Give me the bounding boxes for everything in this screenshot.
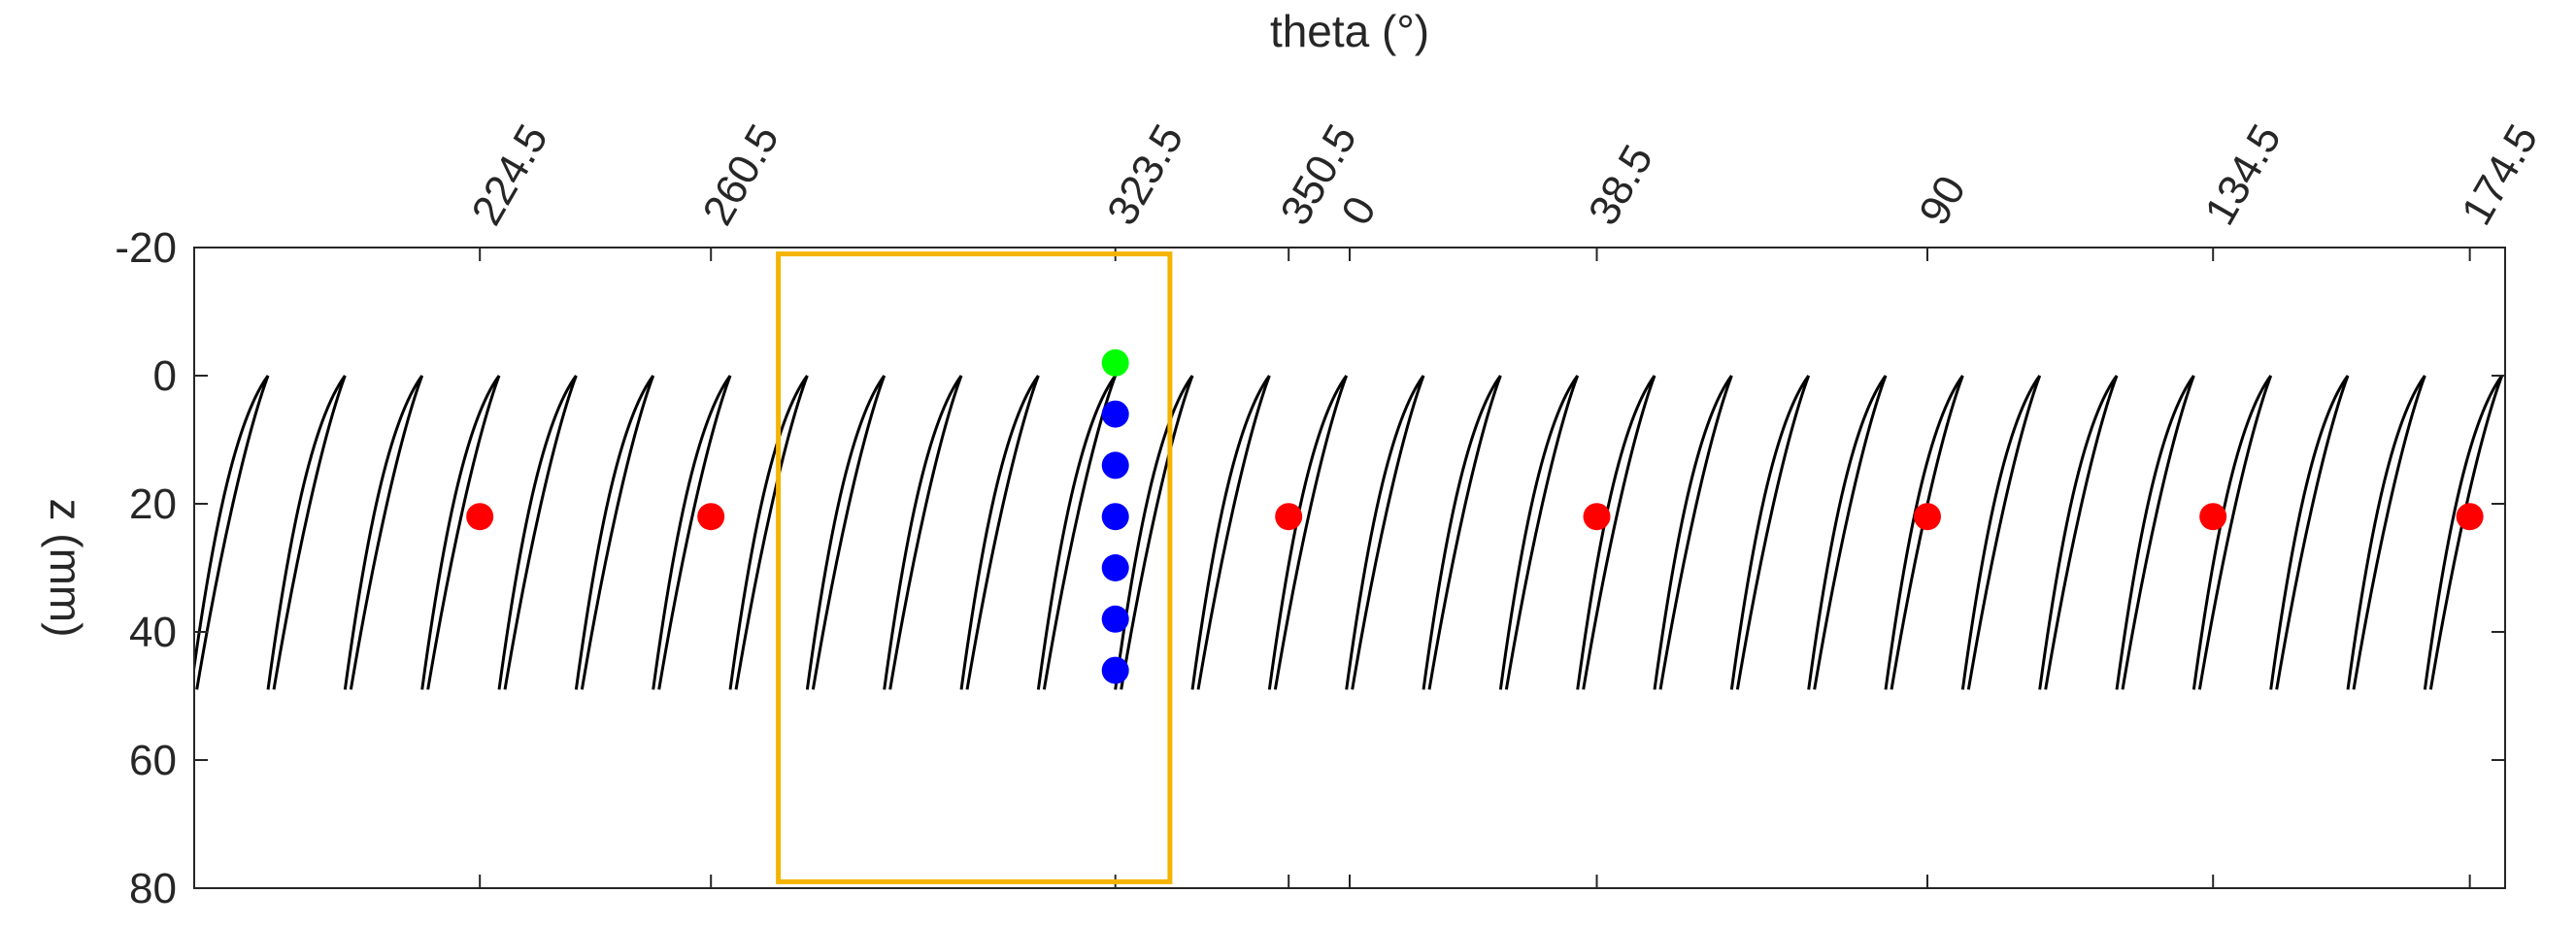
x-tick-label: 174.5 bbox=[2453, 116, 2547, 233]
blade-curve bbox=[1422, 375, 1502, 690]
marker-point bbox=[1101, 656, 1129, 684]
chart-title: theta (°) bbox=[1270, 6, 1429, 56]
y-tick-label: 0 bbox=[153, 352, 177, 400]
blade-curve bbox=[1960, 375, 2041, 690]
blade-curve-inner bbox=[2275, 375, 2350, 690]
y-tick-label: 40 bbox=[129, 609, 177, 656]
marker-point bbox=[1583, 503, 1611, 531]
blade-curve-inner bbox=[811, 375, 887, 690]
blade-curve-inner bbox=[1120, 375, 1194, 690]
blade-curve bbox=[1653, 375, 1733, 690]
marker-point bbox=[1914, 503, 1941, 531]
blade-curve-inner bbox=[1658, 375, 1733, 690]
blade-curve bbox=[1498, 375, 1579, 690]
marker-point bbox=[1101, 554, 1129, 581]
blade-curve bbox=[652, 375, 732, 690]
x-tick-label: 90 bbox=[1910, 168, 1975, 233]
blade-curve bbox=[194, 375, 270, 678]
y-tick-label: 80 bbox=[129, 865, 177, 912]
blade-curve bbox=[728, 375, 809, 690]
blade-curve-inner bbox=[195, 375, 270, 690]
blade-curve bbox=[1807, 375, 1888, 690]
blade-curve bbox=[2423, 375, 2503, 690]
blade-curve-inner bbox=[2044, 375, 2119, 690]
blade-curve bbox=[2346, 375, 2426, 690]
blade-curve-inner bbox=[1504, 375, 1580, 690]
blade-curve bbox=[1576, 375, 1656, 690]
x-tick-label: 260.5 bbox=[693, 116, 787, 233]
blade-curve-inner bbox=[580, 375, 655, 690]
marker-point bbox=[466, 503, 494, 531]
blade-curve-inner bbox=[1966, 375, 2042, 690]
blade-curve bbox=[266, 375, 347, 690]
blade-curve-inner bbox=[2352, 375, 2426, 690]
blade-curve-inner bbox=[1351, 375, 1425, 690]
plot-frame bbox=[193, 247, 2506, 889]
blade-curve bbox=[343, 375, 423, 690]
y-axis-label: z (mm) bbox=[41, 498, 91, 637]
highlight-box bbox=[776, 251, 1173, 884]
blade-curve-inner bbox=[1042, 375, 1118, 690]
blade-curve-inner bbox=[2121, 375, 2195, 690]
blade-curve bbox=[574, 375, 654, 690]
blade-curve-inner bbox=[349, 375, 424, 690]
marker-point bbox=[1101, 348, 1129, 377]
blade-curve bbox=[2115, 375, 2195, 690]
blade-curve-inner bbox=[1582, 375, 1656, 690]
marker-point bbox=[1101, 451, 1129, 480]
blade-curve bbox=[497, 375, 578, 690]
blade-curve-inner bbox=[1427, 375, 1502, 690]
x-tick-label: 38.5 bbox=[1580, 137, 1662, 233]
marker-point bbox=[697, 503, 725, 531]
blade-curve-inner bbox=[888, 375, 963, 690]
blade-curve bbox=[420, 375, 501, 690]
blade-curve bbox=[1729, 375, 1810, 690]
blade-curve-inner bbox=[2197, 375, 2273, 690]
blade-curve-inner bbox=[503, 375, 578, 690]
x-tick-label: 0 bbox=[1332, 188, 1386, 233]
blade-curve bbox=[1884, 375, 1964, 690]
blade-curve bbox=[2191, 375, 2272, 690]
blade-curve bbox=[1345, 375, 1425, 690]
blade-curve-inner bbox=[1813, 375, 1888, 690]
blade-curve-inner bbox=[272, 375, 347, 690]
blade-curve bbox=[2038, 375, 2119, 690]
blade-curve bbox=[1114, 375, 1194, 690]
blade-curve-inner bbox=[1890, 375, 1964, 690]
x-tick-label: 134.5 bbox=[2195, 116, 2290, 233]
blade-curve bbox=[1036, 375, 1117, 690]
blade-curve bbox=[959, 375, 1040, 690]
blade-curve bbox=[883, 375, 963, 690]
y-axis: -20 0 20 40 60 80 bbox=[115, 224, 2505, 912]
y-tick-label: -20 bbox=[115, 224, 177, 272]
marker-point bbox=[1101, 503, 1129, 531]
blade-curve bbox=[805, 375, 886, 690]
blade-curve-inner bbox=[2428, 375, 2504, 690]
marker-point bbox=[1275, 503, 1303, 531]
blade-curve-inner bbox=[657, 375, 732, 690]
blade-curve bbox=[1190, 375, 1271, 690]
marker-point bbox=[2456, 503, 2484, 531]
blade-curve-inner bbox=[426, 375, 501, 690]
blade-curve-inner bbox=[734, 375, 809, 690]
marker-point bbox=[1101, 605, 1129, 633]
blade-curve bbox=[1267, 375, 1348, 690]
y-tick-label: 60 bbox=[129, 737, 177, 784]
blade-curve bbox=[2269, 375, 2350, 690]
blade-curve-inner bbox=[1735, 375, 1811, 690]
marker-point bbox=[1101, 400, 1129, 428]
blade-curve-inner bbox=[1273, 375, 1349, 690]
blade-curve-inner bbox=[1196, 375, 1271, 690]
x-tick-label: 323.5 bbox=[1098, 116, 1192, 233]
marker-group bbox=[466, 348, 2484, 684]
blade-curve-inner bbox=[965, 375, 1040, 690]
marker-point bbox=[2199, 503, 2227, 531]
y-tick-label: 20 bbox=[129, 480, 177, 528]
curve-group bbox=[194, 375, 2504, 690]
x-tick-label: 224.5 bbox=[462, 116, 556, 233]
